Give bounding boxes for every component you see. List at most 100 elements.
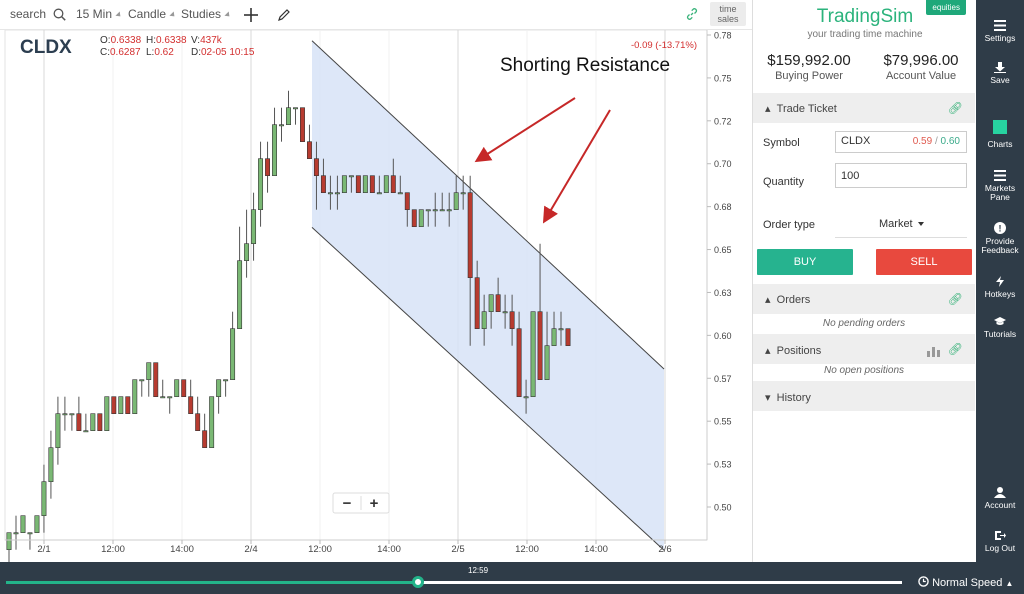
candle-body — [34, 515, 40, 533]
markets-pane-button[interactable]: Markets Pane — [976, 170, 1024, 202]
y-tick-label: 0.70 — [714, 159, 732, 169]
crosshair-icon[interactable] — [244, 8, 258, 22]
positions-header[interactable]: ▴ Positions 🔗︎ — [753, 334, 975, 364]
zoom-in-button[interactable]: + — [370, 495, 379, 512]
candle-body — [69, 413, 75, 416]
candle-body — [460, 192, 466, 195]
annotation-text: Shorting Resistance — [500, 55, 670, 76]
candle-body — [341, 175, 347, 193]
logout-label: Log Out — [984, 543, 1016, 553]
candle-body — [251, 209, 257, 244]
price-chart-canvas[interactable]: 0.78 0.75 0.72 0.70 0.68 0.65 0.63 0.60 0.57 0.55… — [0, 29, 752, 567]
tutorials-button[interactable]: Tutorials — [976, 316, 1024, 339]
quantity-input-value: 100 — [841, 170, 860, 182]
clock-icon — [918, 576, 929, 587]
candle-body — [153, 362, 159, 397]
trade-ticket-title: Trade Ticket — [776, 103, 837, 115]
candle-body — [544, 345, 550, 380]
x-tick-label: 2/5 — [451, 544, 464, 555]
zoom-out-button[interactable]: − — [343, 495, 352, 512]
candle-body — [404, 192, 410, 210]
candle-body — [551, 328, 557, 346]
draw-pencil-icon[interactable] — [277, 8, 291, 22]
candle-body — [48, 447, 54, 482]
download-icon — [994, 62, 1006, 73]
settings-button[interactable]: Settings — [976, 20, 1024, 43]
candle-body — [306, 141, 312, 159]
chart-type-dropdown[interactable]: Candle — [128, 7, 177, 21]
x-tick-label: 2/1 — [37, 544, 50, 555]
replay-slider-thumb[interactable] — [412, 576, 425, 588]
link-icon[interactable]: 🔗︎ — [947, 292, 963, 306]
speed-label: Normal Speed — [932, 577, 1003, 589]
symbol-title: CLDX — [20, 37, 72, 58]
link-icon[interactable]: 🔗︎ — [947, 101, 963, 115]
trade-ticket-header[interactable]: ▴ Trade Ticket 🔗︎ — [753, 93, 975, 123]
candle-body — [202, 430, 208, 448]
search-field[interactable]: search — [10, 7, 67, 22]
candle-body — [20, 515, 26, 533]
charts-button[interactable]: Charts — [976, 120, 1024, 149]
time-sales-button[interactable]: time sales — [710, 2, 746, 26]
buying-power-label: Buying Power — [775, 70, 843, 82]
candle-body — [481, 311, 487, 329]
provide-feedback-button[interactable]: ! Provide Feedback — [976, 222, 1024, 255]
candle-body — [376, 192, 382, 195]
candle-body — [41, 481, 47, 516]
orders-empty-text: No pending orders — [822, 318, 906, 329]
replay-slider-track[interactable] — [6, 581, 902, 584]
candle-body — [369, 175, 375, 193]
bid-ask: 0.59 / 0.60 — [913, 136, 960, 147]
candle-body — [167, 396, 173, 399]
orders-header[interactable]: ▴ Orders 🔗︎ — [753, 284, 975, 314]
candle-body — [76, 413, 82, 431]
speed-selector[interactable]: Normal Speed ▲ — [918, 576, 1013, 589]
ohlc-h-label: H:0.6338 — [146, 35, 187, 46]
price-change: -0.09 (-13.71%) — [631, 40, 697, 51]
replay-progress-fill — [6, 581, 419, 584]
link-icon[interactable] — [686, 8, 698, 20]
candle-body — [523, 396, 529, 399]
candle-body — [439, 209, 445, 212]
candle-body — [453, 192, 459, 210]
x-tick-label: 14:00 — [584, 544, 608, 555]
candle-body — [125, 396, 131, 414]
account-value: $79,996.00 Account Value — [865, 52, 977, 82]
studies-dropdown[interactable]: Studies — [181, 7, 232, 21]
bar-chart-icon[interactable] — [927, 345, 941, 357]
candle-body — [474, 277, 480, 329]
account-button[interactable]: Account — [976, 487, 1024, 510]
candle-body — [97, 413, 103, 431]
info-icon: ! — [994, 222, 1006, 234]
interval-dropdown[interactable]: 15 Min — [76, 7, 123, 21]
candle-body — [139, 379, 145, 382]
x-tick-label: 12:00 — [101, 544, 125, 555]
candle-body — [118, 396, 124, 414]
order-type-label: Order type — [763, 219, 815, 231]
candle-body — [258, 158, 264, 210]
price-chart[interactable]: 0.78 0.75 0.72 0.70 0.68 0.65 0.63 0.60 0.57 0.55… — [0, 29, 752, 567]
logout-button[interactable]: Log Out — [976, 530, 1024, 553]
link-icon[interactable]: 🔗︎ — [947, 342, 963, 356]
quantity-input[interactable]: 100 — [835, 163, 967, 188]
symbol-label: Symbol — [763, 137, 800, 149]
x-tick-label: 14:00 — [377, 544, 401, 555]
candle-body — [362, 175, 368, 193]
sell-button[interactable]: SELL — [876, 249, 972, 275]
resistance-arrow-2 — [542, 109, 611, 224]
hotkeys-button[interactable]: Hotkeys — [976, 276, 1024, 299]
history-header[interactable]: ▾ History — [753, 381, 975, 411]
buy-button[interactable]: BUY — [757, 249, 853, 275]
symbol-input-value: CLDX — [841, 135, 871, 147]
save-button[interactable]: Save — [976, 62, 1024, 85]
candle-body — [320, 175, 326, 193]
order-type-select[interactable]: Market — [835, 213, 967, 238]
candle-body — [132, 379, 138, 414]
replay-bar: 12:59 Normal Speed ▲ — [0, 562, 1024, 594]
bid-ask-separator: / — [934, 136, 938, 147]
search-icon[interactable] — [53, 8, 67, 22]
equities-badge[interactable]: equities — [926, 0, 966, 15]
trading-panel: equities TradingSim your trading time ma… — [752, 0, 976, 562]
symbol-input[interactable]: CLDX 0.59 / 0.60 — [835, 131, 967, 153]
positions-empty-text: No open positions — [823, 365, 905, 376]
